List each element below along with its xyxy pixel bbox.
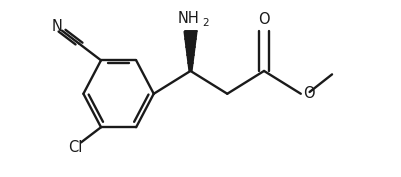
Text: 2: 2 xyxy=(203,18,209,28)
Text: Cl: Cl xyxy=(68,140,83,155)
Polygon shape xyxy=(184,32,197,70)
Text: O: O xyxy=(303,86,314,101)
Text: NH: NH xyxy=(178,11,199,26)
Text: O: O xyxy=(258,12,270,27)
Text: N: N xyxy=(52,19,63,34)
